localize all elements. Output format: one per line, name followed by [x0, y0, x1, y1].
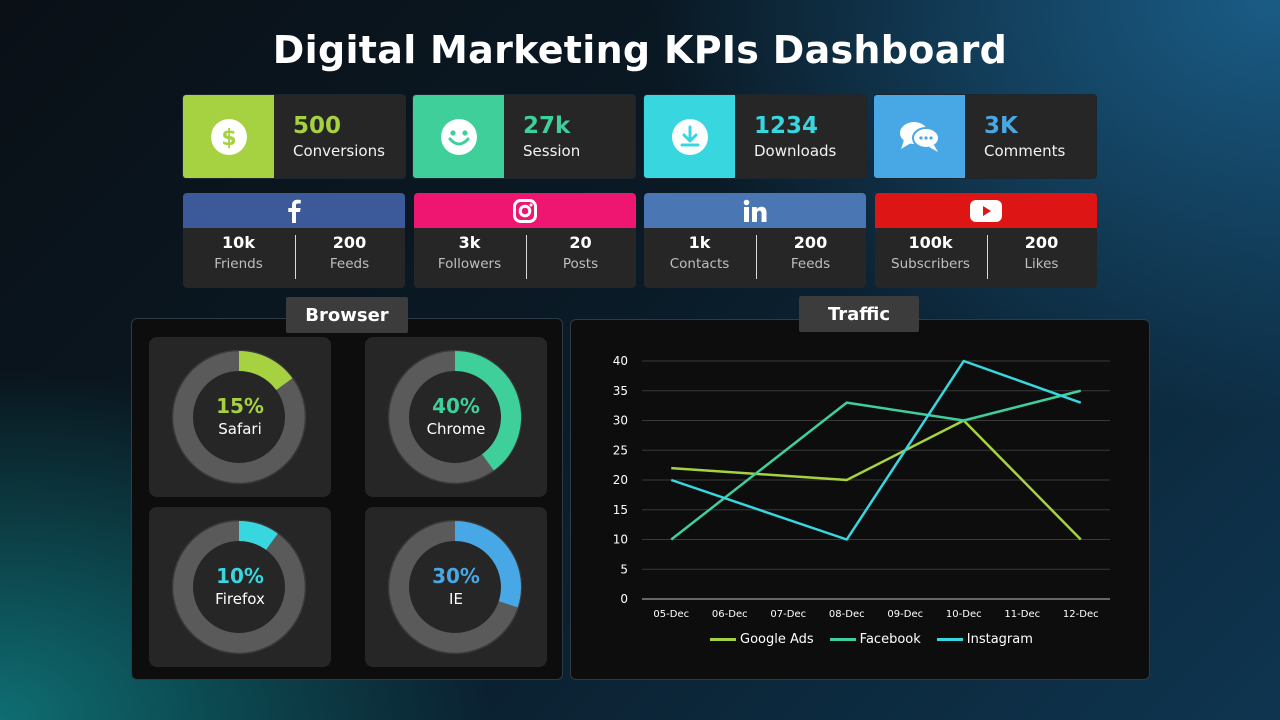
social-card-linkedin[interactable]: 1k Contacts 200 Feeds: [644, 193, 866, 288]
donut-segment: [238, 351, 293, 391]
stat-label: Feeds: [329, 256, 370, 272]
browser-title: Browser: [286, 297, 408, 333]
browser-card-chrome[interactable]: 40% Chrome: [365, 337, 547, 497]
social-card-instagram[interactable]: 3k Followers 20 Posts: [414, 193, 636, 288]
page-title: Digital Marketing KPIs Dashboard: [272, 28, 1008, 72]
legend-item: Facebook: [829, 632, 921, 647]
browser-name: Chrome: [426, 420, 486, 438]
stat-label: Likes: [1024, 256, 1059, 272]
kpi-card-conversions[interactable]: $ 500 Conversions: [183, 95, 405, 178]
smiley-icon: [440, 118, 477, 155]
browser-percent: 15%: [216, 394, 264, 418]
divider: [295, 235, 296, 279]
dollar-icon-box: $: [183, 95, 274, 178]
kpi-value: 500: [293, 113, 342, 139]
stat-value: 3k: [458, 233, 481, 252]
legend-item: Instagram: [936, 632, 1033, 647]
stat-value: 10k: [222, 233, 255, 252]
stat-value: 200: [793, 233, 828, 252]
browser-name: Firefox: [215, 590, 265, 608]
kpi-card-session[interactable]: 27k Session: [413, 95, 635, 178]
kpi-value: 3K: [984, 113, 1018, 139]
kpi-label: Conversions: [293, 142, 385, 160]
kpi-value: 27k: [523, 113, 571, 139]
donut-segment: [454, 521, 521, 608]
stat-value: 200: [332, 233, 367, 252]
kpi-card-downloads[interactable]: 1234 Downloads: [644, 95, 866, 178]
stat-label: Followers: [437, 256, 502, 272]
browser-percent: 30%: [432, 564, 480, 588]
donut-outline: [171, 349, 307, 485]
facebook-icon: [288, 199, 301, 223]
traffic-panel: [570, 319, 1150, 680]
kpi-value: 1234: [754, 113, 819, 139]
donut-chart: [387, 519, 523, 655]
stat-label: Subscribers: [891, 256, 970, 272]
donut-chart: [387, 349, 523, 485]
donut-chart: [171, 349, 307, 485]
smiley-icon-box: [413, 95, 504, 178]
browser-card-safari[interactable]: 15% Safari: [149, 337, 331, 497]
browser-card-firefox[interactable]: 10% Firefox: [149, 507, 331, 667]
stat-value: 20: [569, 233, 592, 252]
browser-name: IE: [449, 590, 463, 608]
stat-label: Contacts: [669, 256, 730, 272]
dollar-icon: $: [210, 118, 247, 155]
svg-text:$: $: [221, 126, 236, 151]
legend-swatch: [829, 638, 856, 641]
donut-segment: [238, 521, 278, 551]
divider: [756, 235, 757, 279]
donut-segment: [454, 351, 521, 471]
linkedin-icon: [743, 199, 767, 222]
legend-label: Google Ads: [740, 632, 814, 647]
divider: [526, 235, 527, 279]
donut-outline: [387, 349, 523, 485]
stat-label: Posts: [562, 256, 599, 272]
browser-card-ie[interactable]: 30% IE: [365, 507, 547, 667]
stat-label: Friends: [214, 256, 263, 272]
stat-label: Feeds: [790, 256, 831, 272]
chat-icon-box: [874, 95, 965, 178]
download-icon: [671, 118, 708, 155]
social-card-youtube[interactable]: 100k Subscribers 200 Likes: [875, 193, 1097, 288]
legend-item: Google Ads: [710, 632, 814, 647]
legend-label: Facebook: [859, 632, 921, 647]
divider: [987, 235, 988, 279]
donut-outline: [387, 519, 523, 655]
social-card-facebook[interactable]: 10k Friends 200 Feeds: [183, 193, 405, 288]
browser-percent: 10%: [216, 564, 264, 588]
stat-value: 200: [1024, 233, 1059, 252]
stat-value: 100k: [908, 233, 953, 252]
donut-outline: [171, 519, 307, 655]
chat-icon: [899, 121, 940, 152]
instagram-icon: [513, 198, 537, 223]
legend-label: Instagram: [966, 632, 1033, 647]
browser-percent: 40%: [432, 394, 480, 418]
stat-value: 1k: [688, 233, 711, 252]
kpi-card-comments[interactable]: 3K Comments: [874, 95, 1096, 178]
legend-swatch: [936, 638, 963, 641]
chart-legend: Google Ads Facebook Instagram: [710, 632, 1033, 647]
kpi-label: Comments: [984, 142, 1066, 160]
kpi-label: Downloads: [754, 142, 837, 160]
download-icon-box: [644, 95, 735, 178]
legend-swatch: [710, 638, 736, 641]
traffic-title: Traffic: [799, 296, 919, 332]
donut-chart: [171, 519, 307, 655]
kpi-label: Session: [523, 142, 581, 160]
browser-name: Safari: [218, 420, 262, 438]
youtube-icon: [970, 199, 1002, 222]
